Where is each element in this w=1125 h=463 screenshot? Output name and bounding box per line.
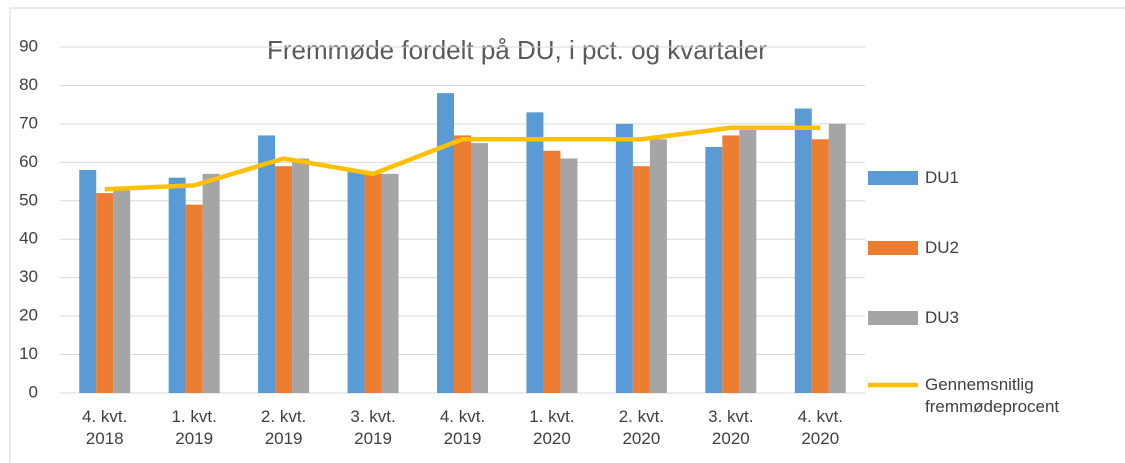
x-tick-label: 3. kvt. 2019 [350,407,396,448]
y-tick-label: 30 [19,267,38,286]
bar [543,150,561,393]
y-tick-label: 60 [19,152,38,171]
y-tick-label: 20 [19,306,38,325]
bar [347,170,365,393]
bar [454,135,471,393]
bar [364,173,382,393]
y-tick-label: 80 [19,75,38,94]
bar [258,135,276,393]
legend-label: DU1 [925,168,960,187]
bar [560,158,578,393]
bar [739,127,757,393]
bar [649,139,667,393]
bar [828,123,846,393]
x-tick-label: 3. kvt. 2020 [708,407,754,448]
bar [722,135,740,393]
x-tick-label: 2. kvt. 2019 [260,407,307,448]
x-tick-label: 4. kvt. 2018 [82,407,128,448]
bar [113,189,131,393]
bar [381,173,399,393]
bar [705,146,723,393]
legend-swatch [868,171,918,185]
legend-label: Gennemsnitlig fremmødeprocent [925,375,1060,416]
bar [794,108,812,393]
line [104,125,821,192]
chart-border [9,7,1125,463]
y-tick-label: 0 [29,382,38,401]
bar [292,158,310,393]
x-tick-label: 4. kvt. 2019 [439,407,486,448]
bar [275,166,293,393]
y-tick-label: 10 [19,344,38,363]
bar [615,123,633,393]
y-tick-label: 70 [19,113,38,132]
chart-title: Fremmøde fordelt på DU, i pct. og kvarta… [267,35,767,65]
bar [471,143,488,393]
legend-swatch [868,311,918,325]
bar [202,173,220,393]
x-tick-label: 4. kvt. 2020 [797,407,843,448]
bar [811,139,829,393]
bar [632,166,650,393]
y-tick-label: 40 [19,229,38,248]
x-tick-label: 1. kvt. 2020 [529,407,575,448]
bar [185,204,203,393]
bar [168,177,186,393]
bar [526,112,544,393]
bar [96,193,114,393]
x-tick-label: 2. kvt. 2020 [618,407,665,448]
legend-label: DU3 [925,308,960,327]
bar [437,93,454,393]
y-tick-label: 90 [19,36,38,55]
legend-swatch [868,241,918,255]
x-tick-label: 1. kvt. 2019 [171,407,217,448]
legend-label: DU2 [925,238,960,257]
bar [79,170,97,393]
y-tick-label: 50 [19,190,38,209]
